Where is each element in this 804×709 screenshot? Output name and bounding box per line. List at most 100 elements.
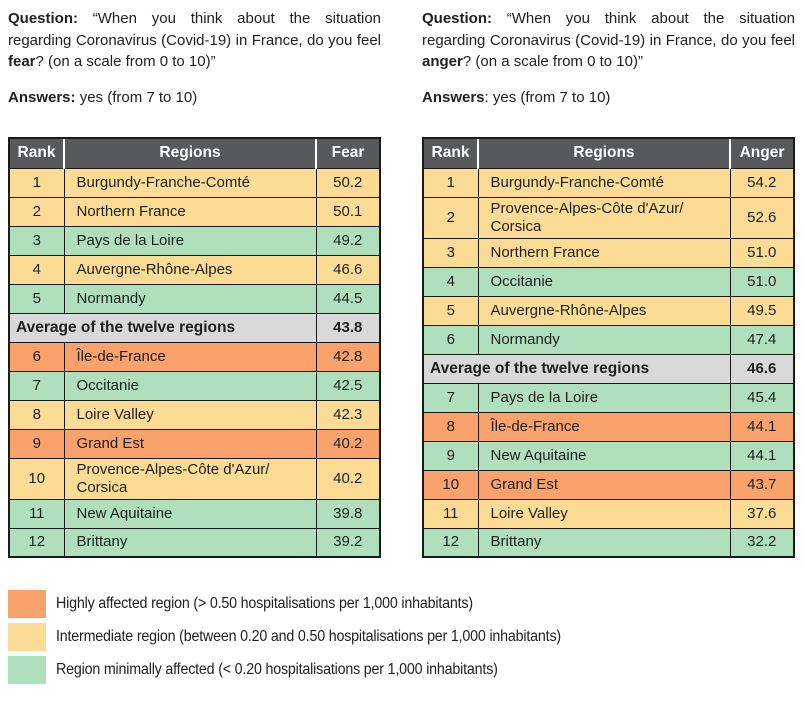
value-cell: 37.6 — [729, 498, 795, 529]
region-cell: Normandy — [477, 324, 731, 355]
region-cell: Grand Est — [63, 428, 317, 459]
rank-cell: 8 — [8, 399, 65, 430]
question-text-before: “When you think about the situation rega… — [422, 10, 795, 49]
region-cell: Loire Valley — [477, 498, 731, 529]
region-cell: Provence-Alpes-Côte d'Azur/ Corsica — [477, 196, 731, 239]
green-swatch-icon — [8, 656, 46, 684]
legend-text: Region minimally affected (< 0.20 hospit… — [56, 661, 498, 678]
rank-cell: 12 — [8, 527, 65, 558]
region-cell: Brittany — [477, 527, 731, 558]
table-row: 5 Auvergne-Rhône-Alpes 49.5 — [422, 295, 795, 326]
table-row: 4 Occitanie 51.0 — [422, 266, 795, 297]
table-row: 1 Burgundy-Franche-Comté 54.2 — [422, 167, 795, 198]
table-row: 12 Brittany 32.2 — [422, 527, 795, 558]
value-cell: 44.1 — [729, 411, 795, 442]
rank-cell: 11 — [422, 498, 479, 529]
header-cell-rank: Rank — [423, 137, 478, 169]
rank-cell: 5 — [8, 283, 65, 314]
rank-cell: 12 — [422, 527, 479, 558]
value-cell: 42.8 — [315, 341, 381, 372]
rank-cell: 6 — [8, 341, 65, 372]
value-cell: 47.4 — [729, 324, 795, 355]
average-row: Average of the twelve regions 43.8 — [8, 312, 381, 343]
table-row: 9 Grand Est 40.2 — [8, 428, 381, 459]
question-paragraph: Question: “When you think about the situ… — [422, 8, 795, 73]
region-cell: New Aquitaine — [477, 440, 731, 471]
answers-paragraph: Answers: yes (from 7 to 10) — [422, 87, 795, 109]
value-cell: 39.2 — [315, 527, 381, 558]
average-label-cell: Average of the twelve regions — [422, 353, 731, 384]
answers-text: yes (from 7 to 10) — [75, 88, 198, 106]
table-header-row: Rank Regions Anger — [423, 137, 794, 169]
yellow-swatch-icon — [8, 623, 46, 651]
value-cell: 51.0 — [729, 237, 795, 268]
two-column-layout: Question: “When you think about the situ… — [8, 8, 804, 558]
table-row: 7 Occitanie 42.5 — [8, 370, 381, 401]
rank-cell: 4 — [8, 254, 65, 285]
value-cell: 40.2 — [315, 428, 381, 459]
region-cell: Occitanie — [477, 266, 731, 297]
rank-cell: 7 — [422, 382, 479, 413]
table-row: 8 Loire Valley 42.3 — [8, 399, 381, 430]
answers-label: Answers — [422, 88, 485, 106]
color-legend: Highly affected region (> 0.50 hospitali… — [8, 590, 804, 684]
orange-swatch-icon — [8, 590, 46, 618]
question-paragraph: Question: “When you think about the situ… — [8, 8, 381, 73]
table-row: 12 Brittany 39.2 — [8, 527, 381, 558]
rank-cell: 7 — [8, 370, 65, 401]
table-row: 3 Northern France 51.0 — [422, 237, 795, 268]
table-row: 11 New Aquitaine 39.8 — [8, 498, 381, 529]
header-cell-regions: Regions — [63, 137, 316, 169]
legend-row-intermediate: Intermediate region (between 0.20 and 0.… — [8, 623, 804, 651]
region-cell: Northern France — [477, 237, 731, 268]
table-row: 7 Pays de la Loire 45.4 — [422, 382, 795, 413]
table-row: 6 Île-de-France 42.8 — [8, 341, 381, 372]
rank-cell: 5 — [422, 295, 479, 326]
value-cell: 44.5 — [315, 283, 381, 314]
rank-cell: 11 — [8, 498, 65, 529]
value-cell: 50.1 — [315, 196, 381, 227]
question-label: Question: — [8, 10, 78, 27]
legend-row-minimally-affected: Region minimally affected (< 0.20 hospit… — [8, 656, 804, 684]
region-cell: Normandy — [63, 283, 317, 314]
value-cell: 54.2 — [729, 167, 795, 198]
legend-row-highly-affected: Highly affected region (> 0.50 hospitali… — [8, 590, 804, 618]
value-cell: 32.2 — [729, 527, 795, 558]
table-row: 10 Provence-Alpes-Côte d'Azur/ Corsica 40.… — [8, 457, 381, 500]
region-cell: Auvergne-Rhône-Alpes — [63, 254, 317, 285]
rank-cell: 9 — [422, 440, 479, 471]
rank-cell: 1 — [422, 167, 479, 198]
anger-panel: Question: “When you think about the situ… — [422, 8, 795, 558]
rank-cell: 8 — [422, 411, 479, 442]
table-row: 3 Pays de la Loire 49.2 — [8, 225, 381, 256]
legend-text: Highly affected region (> 0.50 hospitali… — [56, 595, 473, 612]
region-cell: Île-de-France — [63, 341, 317, 372]
table-row: 2 Provence-Alpes-Côte d'Azur/ Corsica 52.6 — [422, 196, 795, 239]
anger-question-block: Question: “When you think about the situ… — [422, 8, 795, 137]
value-cell: 40.2 — [315, 457, 381, 500]
rank-cell: 6 — [422, 324, 479, 355]
region-cell: Brittany — [63, 527, 317, 558]
legend-text: Intermediate region (between 0.20 and 0.… — [56, 628, 561, 645]
average-value-cell: 46.6 — [729, 353, 795, 384]
value-cell: 51.0 — [729, 266, 795, 297]
value-cell: 43.7 — [729, 469, 795, 500]
value-cell: 52.6 — [729, 196, 795, 239]
value-cell: 39.8 — [315, 498, 381, 529]
value-cell: 45.4 — [729, 382, 795, 413]
rank-cell: 2 — [422, 196, 479, 239]
question-text-before: “When you think about the situation rega… — [8, 10, 381, 49]
fear-table: Rank Regions Fear 1 Burgundy-Franche-Comté 50… — [8, 137, 381, 558]
table-row: 10 Grand Est 43.7 — [422, 469, 795, 500]
table-row: 11 Loire Valley 37.6 — [422, 498, 795, 529]
value-cell: 49.2 — [315, 225, 381, 256]
region-cell: Burgundy-Franche-Comté — [477, 167, 731, 198]
value-cell: 50.2 — [315, 167, 381, 198]
average-label-cell: Average of the twelve regions — [8, 312, 317, 343]
question-label: Question: — [422, 10, 492, 27]
table-row: 9 New Aquitaine 44.1 — [422, 440, 795, 471]
region-cell: Provence-Alpes-Côte d'Azur/ Corsica — [63, 457, 317, 500]
rank-cell: 9 — [8, 428, 65, 459]
region-cell: New Aquitaine — [63, 498, 317, 529]
region-cell: Pays de la Loire — [63, 225, 317, 256]
